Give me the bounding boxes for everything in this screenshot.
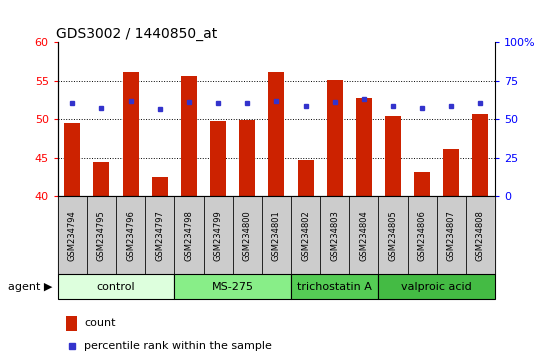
Bar bbox=[466, 196, 495, 274]
Bar bbox=[291, 274, 378, 299]
Bar bbox=[349, 196, 378, 274]
Text: GSM234795: GSM234795 bbox=[97, 210, 106, 261]
Bar bbox=[437, 196, 466, 274]
Bar bbox=[385, 116, 401, 196]
Bar bbox=[58, 274, 174, 299]
Text: GSM234800: GSM234800 bbox=[243, 210, 252, 261]
Bar bbox=[378, 274, 495, 299]
Bar bbox=[378, 196, 408, 274]
Text: valproic acid: valproic acid bbox=[402, 282, 472, 292]
Text: GSM234805: GSM234805 bbox=[388, 210, 398, 261]
Bar bbox=[239, 120, 255, 196]
Bar bbox=[472, 114, 488, 196]
Text: control: control bbox=[97, 282, 135, 292]
Text: GSM234802: GSM234802 bbox=[301, 210, 310, 261]
Bar bbox=[262, 196, 291, 274]
Bar bbox=[356, 98, 372, 196]
Bar bbox=[67, 316, 78, 331]
Text: trichostatin A: trichostatin A bbox=[297, 282, 372, 292]
Bar bbox=[233, 196, 262, 274]
Bar bbox=[174, 196, 204, 274]
Text: GSM234798: GSM234798 bbox=[184, 210, 194, 261]
Bar bbox=[145, 196, 174, 274]
Bar bbox=[152, 177, 168, 196]
Bar bbox=[174, 274, 291, 299]
Text: GSM234799: GSM234799 bbox=[213, 210, 223, 261]
Bar bbox=[204, 196, 233, 274]
Bar bbox=[414, 172, 430, 196]
Bar bbox=[298, 160, 313, 196]
Text: GSM234807: GSM234807 bbox=[447, 210, 456, 261]
Text: count: count bbox=[84, 318, 115, 329]
Text: GSM234803: GSM234803 bbox=[330, 210, 339, 261]
Text: GSM234796: GSM234796 bbox=[126, 210, 135, 261]
Bar bbox=[87, 196, 116, 274]
Bar bbox=[268, 72, 284, 196]
Bar bbox=[58, 196, 87, 274]
Bar bbox=[116, 196, 145, 274]
Bar bbox=[327, 80, 343, 196]
Bar bbox=[210, 121, 226, 196]
Bar bbox=[64, 123, 80, 196]
Text: percentile rank within the sample: percentile rank within the sample bbox=[84, 341, 272, 350]
Bar bbox=[123, 72, 139, 196]
Text: GSM234794: GSM234794 bbox=[68, 210, 77, 261]
Bar bbox=[408, 196, 437, 274]
Text: GSM234801: GSM234801 bbox=[272, 210, 281, 261]
Text: MS-275: MS-275 bbox=[212, 282, 254, 292]
Text: GSM234797: GSM234797 bbox=[155, 210, 164, 261]
Bar bbox=[320, 196, 349, 274]
Text: agent ▶: agent ▶ bbox=[8, 282, 52, 292]
Bar bbox=[443, 149, 459, 196]
Text: GDS3002 / 1440850_at: GDS3002 / 1440850_at bbox=[56, 28, 217, 41]
Bar bbox=[181, 76, 197, 196]
Text: GSM234808: GSM234808 bbox=[476, 210, 485, 261]
Bar bbox=[291, 196, 320, 274]
Bar bbox=[94, 162, 109, 196]
Text: GSM234806: GSM234806 bbox=[417, 210, 427, 261]
Text: GSM234804: GSM234804 bbox=[359, 210, 369, 261]
